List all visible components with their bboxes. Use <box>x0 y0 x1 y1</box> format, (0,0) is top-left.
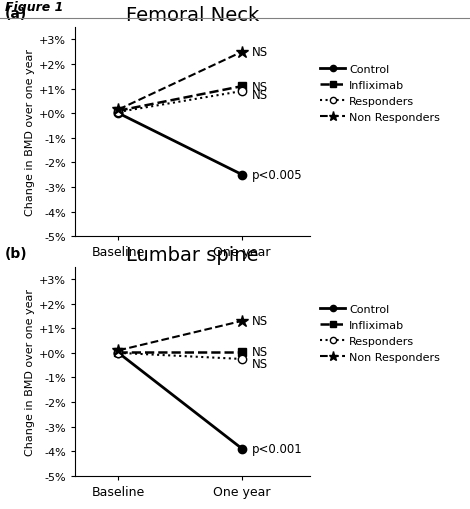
Text: NS: NS <box>252 315 268 328</box>
Text: p<0.001: p<0.001 <box>252 442 303 456</box>
Legend: Control, Infliximab, Responders, Non Responders: Control, Infliximab, Responders, Non Res… <box>321 304 440 362</box>
Title: Femoral Neck: Femoral Neck <box>126 6 259 25</box>
Text: NS: NS <box>252 346 268 358</box>
Text: NS: NS <box>252 80 268 94</box>
Text: NS: NS <box>252 46 268 59</box>
Text: p<0.005: p<0.005 <box>252 169 303 182</box>
Legend: Control, Infliximab, Responders, Non Responders: Control, Infliximab, Responders, Non Res… <box>321 65 440 123</box>
Title: Lumbar spine: Lumbar spine <box>126 245 259 264</box>
Text: (b): (b) <box>5 246 27 260</box>
Text: NS: NS <box>252 89 268 102</box>
Text: Figure 1: Figure 1 <box>5 1 63 14</box>
Y-axis label: Change in BMD over one year: Change in BMD over one year <box>25 49 35 216</box>
Text: NS: NS <box>252 358 268 371</box>
Text: (a): (a) <box>5 7 27 21</box>
Y-axis label: Change in BMD over one year: Change in BMD over one year <box>25 288 35 455</box>
